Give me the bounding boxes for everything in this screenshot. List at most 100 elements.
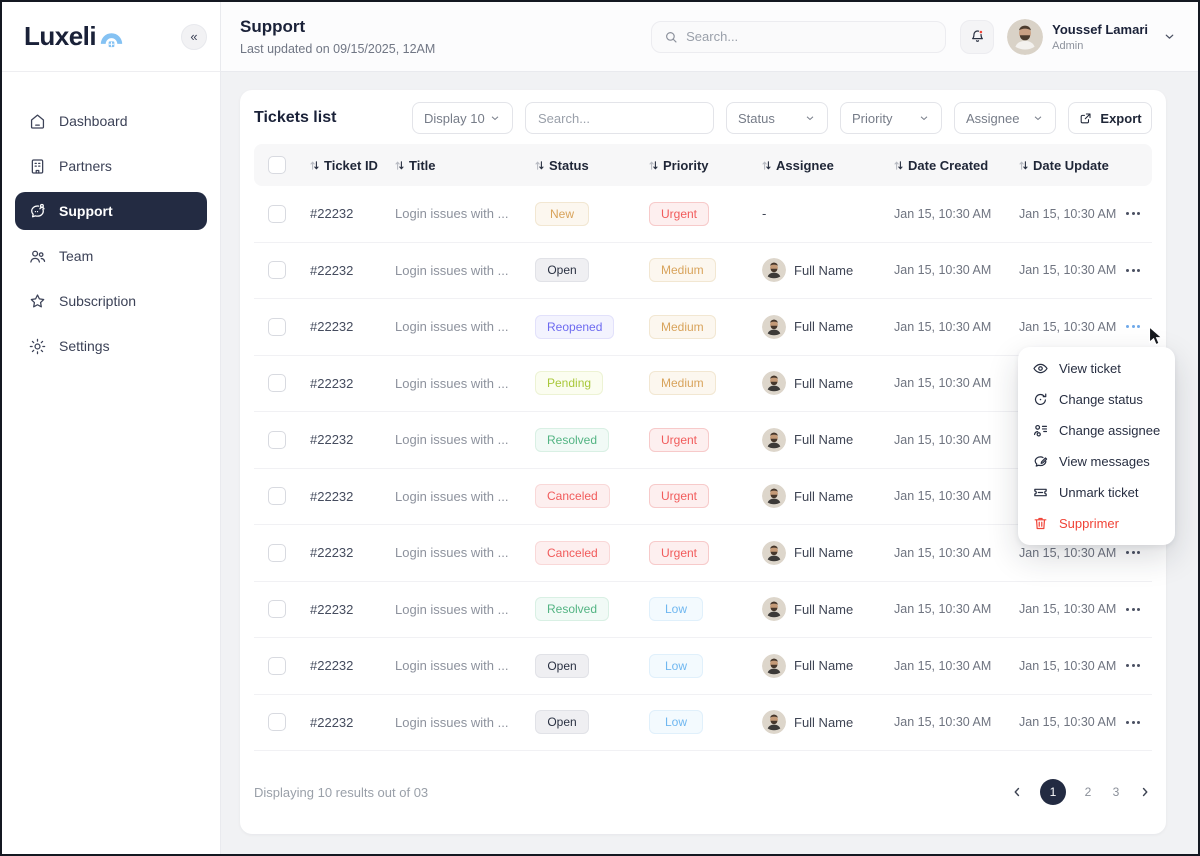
row-checkbox[interactable] (268, 204, 286, 223)
date-created: Jan 15, 10:30 AM (894, 489, 992, 504)
page-button-2[interactable]: 2 (1084, 785, 1092, 799)
column-header-priority[interactable]: Priority (649, 158, 762, 173)
date-created: Jan 15, 10:30 AM (894, 602, 992, 617)
row-actions-button[interactable] (1124, 208, 1142, 219)
column-header-date-update[interactable]: Date Update (1019, 158, 1124, 173)
table-row: #22232 Login issues with ... Open Medium… (254, 243, 1152, 299)
tickets-search-input[interactable] (538, 110, 701, 126)
assignee-name: Full Name (794, 488, 854, 504)
user-avatar (1007, 18, 1044, 55)
assignee-avatar (762, 258, 786, 283)
page-head: Support Last updated on 09/15/2025, 12AM (240, 17, 435, 56)
sidebar-nav: Dashboard Partners Support (2, 72, 220, 395)
notifications-button[interactable] (960, 19, 995, 54)
row-checkbox[interactable] (268, 543, 286, 562)
ticket-title: Login issues with ... (395, 375, 509, 391)
export-button[interactable]: Export (1068, 102, 1152, 134)
select-all-checkbox[interactable] (268, 156, 286, 174)
sidebar-item-partners[interactable]: Partners (15, 147, 207, 185)
menu-item-delete[interactable]: Supprimer (1018, 508, 1175, 539)
menu-item-change-assignee[interactable]: Change assignee (1018, 415, 1175, 446)
menu-item-change-status[interactable]: Change status (1018, 384, 1175, 415)
sidebar-item-team[interactable]: Team (15, 237, 207, 275)
pagination: 1 2 3 (1010, 779, 1152, 805)
row-checkbox[interactable] (268, 374, 286, 393)
page-title: Support (240, 17, 306, 36)
assignee-name: Full Name (794, 545, 854, 561)
sidebar-item-settings[interactable]: Settings (15, 327, 207, 365)
export-icon (1081, 112, 1091, 123)
sidebar-item-support[interactable]: Support (15, 192, 207, 230)
row-checkbox[interactable] (268, 600, 286, 619)
row-checkbox[interactable] (268, 656, 286, 675)
support-chat-icon (31, 203, 45, 217)
row-checkbox[interactable] (268, 261, 286, 280)
chevron-down-icon[interactable] (1163, 30, 1176, 43)
priority-filter-select[interactable]: Priority (840, 102, 942, 134)
menu-item-view-messages[interactable]: View messages (1018, 446, 1175, 477)
assignee-cell: Full Name (762, 653, 894, 678)
row-checkbox[interactable] (268, 317, 286, 336)
assignee-name: Full Name (794, 714, 854, 730)
sidebar-item-label: Subscription (59, 293, 137, 309)
date-created: Jan 15, 10:30 AM (894, 263, 992, 278)
row-checkbox[interactable] (268, 430, 286, 449)
status-badge: Pending (535, 371, 604, 396)
row-checkbox[interactable] (268, 487, 286, 506)
topbar: Support Last updated on 09/15/2025, 12AM (221, 2, 1198, 72)
assignee-name: Full Name (794, 432, 854, 448)
bell-icon (971, 29, 983, 42)
house-logo-icon (100, 32, 123, 47)
menu-item-unmark-ticket[interactable]: Unmark ticket (1018, 477, 1175, 508)
ticket-id: #22232 (310, 206, 354, 222)
column-header-title[interactable]: Title (395, 158, 535, 173)
page-button-1[interactable]: 1 (1040, 779, 1066, 805)
assignee-avatar (762, 314, 786, 339)
assignee-cell: Full Name (762, 540, 894, 565)
column-header-assignee[interactable]: Assignee (762, 158, 894, 173)
page-button-3[interactable]: 3 (1112, 785, 1120, 799)
column-header-status[interactable]: Status (535, 158, 649, 173)
assignee-filter-select[interactable]: Assignee (954, 102, 1056, 134)
row-actions-button[interactable] (1124, 265, 1142, 276)
chevron-down-icon (491, 116, 499, 121)
status-badge: Open (535, 258, 589, 283)
menu-item-view-ticket[interactable]: View ticket (1018, 353, 1175, 384)
tickets-search[interactable] (525, 102, 714, 134)
assignee-cell: Full Name (762, 258, 894, 283)
sidebar-item-dashboard[interactable]: Dashboard (15, 102, 207, 140)
user-name: Youssef Lamari (1052, 21, 1148, 37)
chevron-right-icon[interactable] (1138, 785, 1152, 799)
display-count-select[interactable]: Display 10 (412, 102, 513, 134)
global-search[interactable] (651, 20, 947, 53)
ticket-title: Login issues with ... (395, 601, 509, 617)
row-actions-button[interactable] (1124, 717, 1142, 728)
date-updated: Jan 15, 10:30 AM (1019, 206, 1117, 221)
sidebar-item-subscription[interactable]: Subscription (15, 282, 207, 320)
sidebar-item-label: Team (59, 248, 94, 264)
status-badge: New (535, 201, 589, 226)
priority-badge: Medium (649, 371, 716, 396)
table-row: #22232 Login issues with ... Resolved Lo… (254, 582, 1152, 638)
chevron-left-icon[interactable] (1010, 785, 1024, 799)
row-actions-button[interactable] (1124, 604, 1142, 615)
column-header-date-created[interactable]: Date Created (894, 158, 1019, 173)
user-profile[interactable]: Youssef Lamari Admin (1007, 18, 1176, 55)
status-filter-select[interactable]: Status (726, 102, 828, 134)
users-icon (30, 250, 46, 263)
priority-badge: Urgent (649, 540, 710, 565)
row-actions-button[interactable] (1124, 660, 1142, 671)
date-created: Jan 15, 10:30 AM (894, 658, 992, 673)
column-header-ticket-id[interactable]: Ticket ID (310, 158, 395, 173)
assignee-name: Full Name (794, 601, 854, 617)
date-updated: Jan 15, 10:30 AM (1019, 715, 1117, 730)
row-checkbox[interactable] (268, 713, 286, 732)
global-search-input[interactable] (686, 29, 934, 44)
row-actions-button[interactable] (1124, 547, 1142, 558)
assignee-avatar (762, 710, 786, 735)
sidebar-collapse-button[interactable]: « (181, 23, 207, 50)
export-label: Export (1100, 110, 1142, 126)
ticket-id: #22232 (310, 375, 354, 391)
table-body: #22232 Login issues with ... New Urgent … (254, 186, 1152, 751)
row-actions-button[interactable] (1124, 321, 1142, 332)
